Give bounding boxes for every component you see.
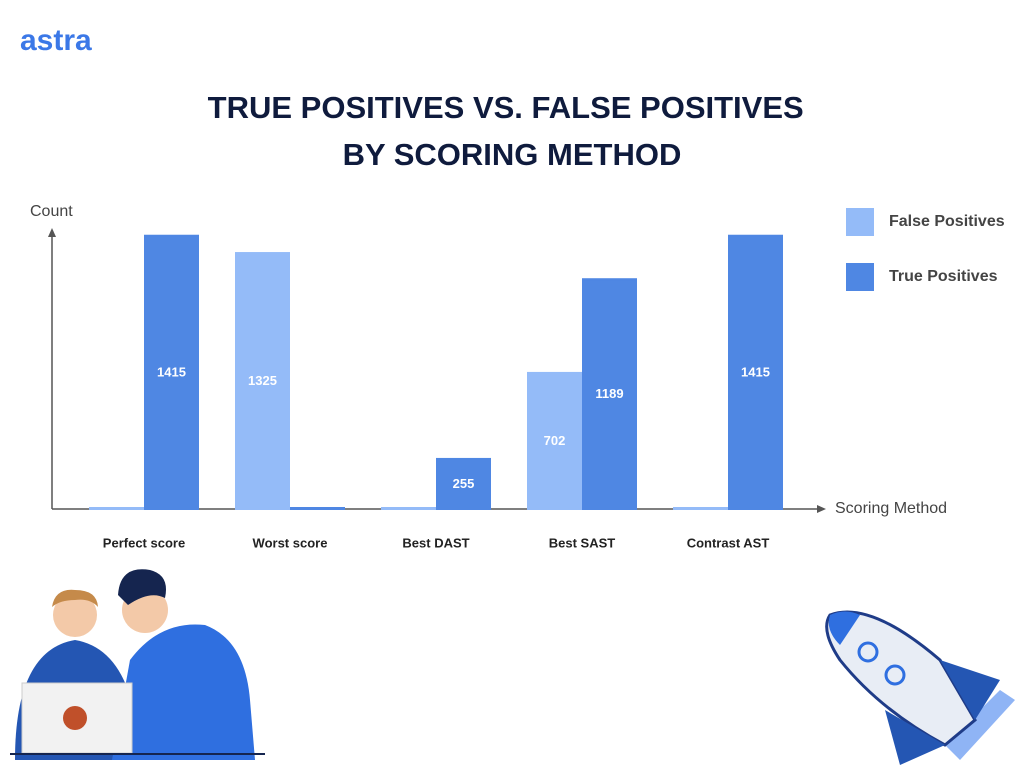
legend-swatch xyxy=(846,208,874,236)
bar xyxy=(527,371,582,510)
illustration-rocket xyxy=(825,610,1015,765)
title-line: TRUE POSITIVES VS. FALSE POSITIVES xyxy=(208,90,804,125)
x-axis-label: Scoring Method xyxy=(835,500,947,517)
value-label: 1325 xyxy=(248,373,277,388)
value-label: 1189 xyxy=(595,386,623,401)
x-tick-label: Best DAST xyxy=(402,535,469,550)
legend-label: True Positives xyxy=(889,268,998,285)
logo: astra xyxy=(20,24,92,57)
bar xyxy=(290,507,345,510)
value-label: 702 xyxy=(544,433,566,448)
bar xyxy=(436,457,491,510)
legend-swatch xyxy=(846,263,874,291)
x-arrow xyxy=(817,505,826,513)
value-label: 1415 xyxy=(741,364,770,379)
chart-title: TRUE POSITIVES VS. FALSE POSITIVES BY SC… xyxy=(208,90,813,172)
bar xyxy=(673,507,728,510)
bar xyxy=(582,278,637,510)
bar xyxy=(144,234,199,510)
title-line: BY SCORING METHOD xyxy=(343,137,682,172)
bar xyxy=(728,234,783,510)
x-tick-label: Best SAST xyxy=(549,535,616,550)
legend-label: False Positives xyxy=(889,213,1005,230)
x-tick-label: Contrast AST xyxy=(687,535,770,550)
y-axis-label: Count xyxy=(30,203,73,220)
y-arrow xyxy=(48,228,56,237)
value-label: 1415 xyxy=(157,364,186,379)
value-label: 255 xyxy=(453,476,475,491)
bar xyxy=(235,252,290,510)
x-tick-label: Worst score xyxy=(253,535,328,550)
bar xyxy=(89,507,144,510)
illustration-people xyxy=(10,569,265,760)
x-tick-label: Perfect score xyxy=(103,535,185,550)
bar xyxy=(381,507,436,510)
